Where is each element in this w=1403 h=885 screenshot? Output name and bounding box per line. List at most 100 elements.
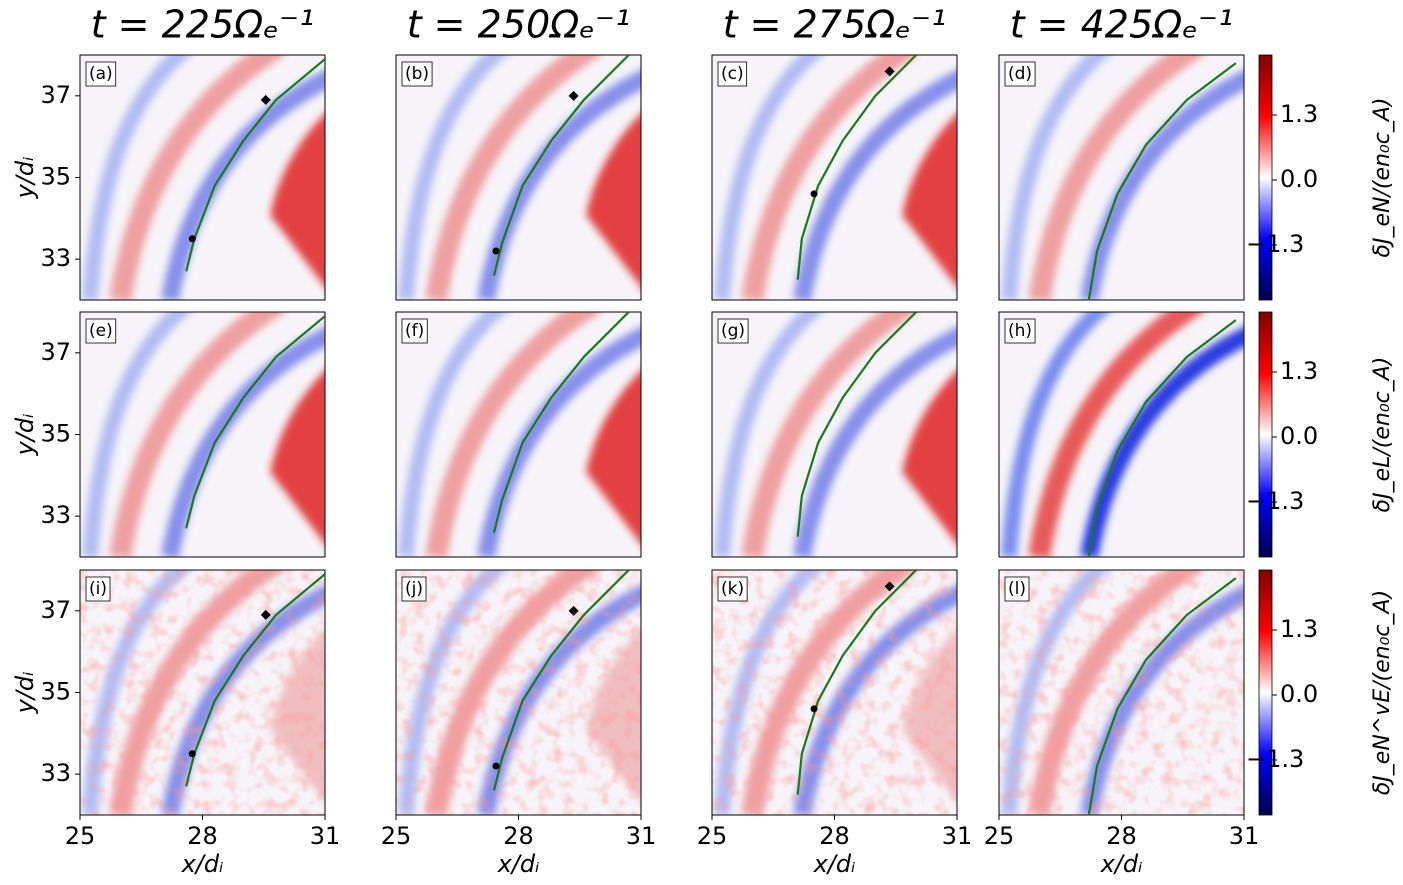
field	[999, 312, 1244, 557]
field-pattern	[161, 69, 325, 300]
panel-frame	[711, 311, 958, 558]
field	[80, 312, 325, 557]
y-tick-label: 37	[40, 338, 71, 366]
x-tick-label: 25	[65, 822, 96, 850]
field	[396, 570, 641, 815]
marker	[492, 247, 500, 255]
x-axis-label: x/dᵢ	[497, 850, 540, 878]
field-pattern	[902, 370, 957, 544]
x-tick-label: 31	[626, 822, 657, 850]
panel-label: (l)	[1008, 579, 1026, 599]
panel-frame	[998, 311, 1245, 558]
panel-label-box	[401, 576, 427, 602]
field-pattern	[396, 570, 641, 815]
curve	[1087, 62, 1237, 300]
panel-label-box	[85, 576, 111, 602]
field	[712, 570, 957, 815]
field-pattern	[586, 113, 641, 287]
panel-label-box	[717, 61, 748, 87]
field-pattern	[1080, 326, 1244, 557]
field	[80, 55, 325, 300]
curve	[492, 312, 630, 533]
panel-title: t = 250Ωₑ⁻¹	[407, 3, 631, 47]
field	[396, 312, 641, 557]
marker	[810, 190, 818, 198]
field-pattern	[82, 55, 191, 300]
curve	[796, 55, 917, 280]
field-pattern	[793, 326, 957, 557]
marker	[188, 750, 196, 758]
curve	[492, 55, 630, 276]
curve	[185, 58, 325, 272]
colorbar-tick-label: 1.3	[1280, 357, 1318, 385]
x-tick-label: 25	[697, 822, 728, 850]
field-pattern	[741, 312, 917, 557]
panel-label: (b)	[405, 64, 429, 84]
y-axis-label: y/dᵢ	[11, 414, 39, 457]
field-pattern	[109, 55, 285, 300]
panel-label-box	[401, 61, 433, 87]
field	[396, 55, 641, 300]
marker	[810, 705, 818, 713]
curve	[796, 570, 917, 795]
panel-title: t = 225Ωₑ⁻¹	[91, 3, 315, 47]
colorbar-tick-label: 0.0	[1280, 422, 1318, 450]
y-tick-label: 35	[40, 678, 71, 706]
field	[999, 570, 1244, 815]
y-tick-label: 33	[40, 244, 71, 272]
field-pattern	[82, 312, 191, 557]
x-tick-label: 25	[381, 822, 412, 850]
field	[712, 55, 957, 300]
y-tick-label: 37	[40, 81, 71, 109]
marker	[568, 90, 579, 101]
curve	[796, 312, 917, 537]
x-axis-label: x/dᵢ	[181, 850, 224, 878]
curve	[492, 570, 630, 791]
colorbar-tick-label: 0.0	[1280, 165, 1318, 193]
panel-frame	[998, 54, 1245, 301]
panel-label-box	[85, 61, 117, 87]
field-pattern	[477, 69, 641, 300]
colorbar	[1258, 569, 1273, 816]
panel-title: t = 425Ωₑ⁻¹	[1010, 3, 1234, 47]
field-pattern	[902, 113, 957, 287]
panel-label: (i)	[89, 579, 107, 599]
field-pattern	[398, 55, 507, 300]
field-pattern	[1028, 312, 1204, 557]
x-axis-label: x/dᵢ	[1100, 850, 1143, 878]
marker	[492, 762, 500, 770]
y-tick-label: 35	[40, 420, 71, 448]
field-pattern	[712, 570, 957, 815]
panel-label: (g)	[721, 321, 745, 341]
y-tick-label: 33	[40, 501, 71, 529]
marker	[884, 581, 895, 592]
panel-label: (f)	[405, 321, 424, 341]
panel-label-box	[1004, 61, 1036, 87]
field	[712, 312, 957, 557]
field	[80, 570, 325, 815]
field-pattern	[1080, 69, 1244, 300]
y-tick-label: 35	[40, 163, 71, 191]
field-pattern	[741, 55, 917, 300]
marker	[188, 235, 196, 243]
y-axis-label: y/dᵢ	[11, 672, 39, 715]
marker	[260, 609, 271, 620]
panel-label: (c)	[721, 64, 744, 84]
curve	[185, 315, 325, 529]
x-tick-label: 31	[1229, 822, 1260, 850]
panel-label: (d)	[1008, 64, 1032, 84]
panel-label: (j)	[405, 579, 423, 599]
panel-label: (h)	[1008, 321, 1032, 341]
field-pattern	[425, 55, 601, 300]
x-tick-label: 31	[942, 822, 973, 850]
x-tick-label: 25	[984, 822, 1015, 850]
y-tick-label: 33	[40, 759, 71, 787]
field-pattern	[80, 570, 325, 815]
panel-label-box	[1004, 318, 1036, 344]
field	[999, 55, 1244, 300]
y-axis-label: y/dᵢ	[11, 157, 39, 200]
field-pattern	[161, 326, 325, 557]
colorbar-tick-label: −1.3	[1246, 745, 1304, 773]
x-axis-label: x/dᵢ	[813, 850, 856, 878]
panel-frame	[395, 311, 642, 558]
